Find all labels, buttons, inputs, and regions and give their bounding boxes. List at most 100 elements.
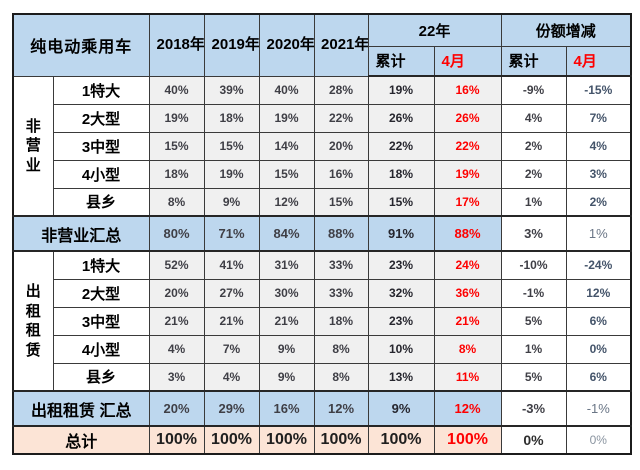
row-label: 1特大 [52,250,150,280]
ev-share-table: 纯电动乘用车 2018年 2019年 2020年 2021年 22年 份额增减 … [12,13,633,455]
col-header-22yr-april: 4月 [433,45,502,77]
table-row: 出租租赁 1特大 52% 41% 31% 33% 23% 24% -10% -24% [12,250,632,392]
value-cell: 14% [258,131,315,161]
value-cell: 80% [148,215,205,252]
value-cell: 100% [313,425,369,455]
row-group-label: 非营业 [12,75,54,217]
value-cell: 100% [148,425,205,455]
value-cell: 88% [313,215,369,252]
value-cell: 8% [433,334,502,364]
value-cell: 26% [367,103,435,133]
year-label: 2021年 [321,35,369,53]
col-header-2021: 2021年 [313,13,369,77]
value-cell: 16% [258,390,315,427]
value-cell: 18% [367,159,435,189]
value-cell: 36% [433,278,502,308]
table-row: 非营业 1特大 40% 39% 40% 28% 19% 16% -9% -15% [12,75,632,217]
value-cell: 19% [203,159,260,189]
value-cell: -9% [500,75,567,105]
table-row: 3中型 21% 21% 21% 18% 23% 21% 5% 6% [13,306,632,336]
value-cell: 12% [313,390,369,427]
value-cell: 4% [565,131,632,161]
value-cell: -15% [565,75,632,105]
row-label: 4小型 [52,334,150,364]
value-cell: 6% [565,362,632,392]
value-cell: 2% [500,131,567,161]
table-title: 纯电动乘用车 [12,13,150,77]
row-label: 3中型 [52,306,150,336]
value-cell: 1% [500,187,567,217]
value-cell: 15% [367,187,435,217]
value-cell: 71% [203,215,260,252]
table-row: 4小型 4% 7% 9% 8% 10% 8% 1% 0% [13,334,632,364]
value-cell: -1% [500,278,567,308]
value-cell: 5% [500,362,567,392]
table-body: 非营业 1特大 40% 39% 40% 28% 19% 16% -9% -15% 2大型 19% 18%… [12,75,632,455]
table-row: 4小型 18% 19% 15% 16% 18% 19% 2% 3% [13,159,632,189]
value-cell: 12% [565,278,632,308]
year-label: 2020年 [266,35,315,53]
value-cell: 19% [258,103,315,133]
value-cell: 40% [258,75,315,105]
value-cell: 20% [313,131,369,161]
col-header-share-change: 份额增减 [500,13,632,47]
subtotal-label: 非营业汇总 [12,215,150,252]
value-cell: 5% [500,306,567,336]
subtotal-row: 非营业汇总 80% 71% 84% 88% 91% 88% 3% 1% [12,215,632,252]
row-label: 县乡 [52,187,150,217]
value-cell: 2% [565,187,632,217]
col-header-22yr: 22年 [367,13,502,47]
value-cell: 22% [313,103,369,133]
col-header-2018: 2018年 [148,13,205,77]
value-cell: 7% [565,103,632,133]
value-cell: 33% [313,278,369,308]
value-cell: 6% [565,306,632,336]
table-row: 3中型 15% 15% 14% 20% 22% 22% 2% 4% [13,131,632,161]
col-header-share-april: 4月 [565,45,632,77]
col-header-22yr-cumulative: 累计 [367,45,435,77]
value-cell: 3% [500,215,567,252]
table-row: 2大型 20% 27% 30% 33% 32% 36% -1% 12% [13,278,632,308]
value-cell: 27% [203,278,260,308]
value-cell: 19% [148,103,205,133]
value-cell: 31% [258,250,315,280]
value-cell: 18% [203,103,260,133]
value-cell: 100% [203,425,260,455]
value-cell: 84% [258,215,315,252]
row-label: 县乡 [52,362,150,392]
value-cell: 21% [258,306,315,336]
value-cell: 26% [433,103,502,133]
page: 纯电动乘用车 2018年 2019年 2020年 2021年 22年 份额增减 … [12,13,633,455]
value-cell: 28% [313,75,369,105]
value-cell: 88% [433,215,502,252]
value-cell: -1% [565,390,632,427]
value-cell: 0% [565,425,632,455]
value-cell: 21% [433,306,502,336]
value-cell: -3% [500,390,567,427]
year-label: 2018年 [156,35,205,53]
value-cell: 15% [148,131,205,161]
value-cell: 16% [313,159,369,189]
value-cell: 19% [433,159,502,189]
row-label: 3中型 [52,131,150,161]
value-cell: 52% [148,250,205,280]
value-cell: 1% [500,334,567,364]
value-cell: 20% [148,278,205,308]
value-cell: 22% [367,131,435,161]
grand-total-row: 总计 100% 100% 100% 100% 100% 100% 0% 0% [12,425,632,455]
value-cell: 13% [367,362,435,392]
value-cell: 39% [203,75,260,105]
value-cell: 9% [258,334,315,364]
value-cell: 100% [367,425,435,455]
value-cell: 91% [367,215,435,252]
row-group-label: 出租租赁 [12,250,54,392]
subtotal-label: 出租租赁 汇总 [12,390,150,427]
header-row-groups: 纯电动乘用车 2018年 2019年 2020年 2021年 22年 份额增减 [12,13,632,77]
value-cell: 19% [367,75,435,105]
value-cell: 18% [313,306,369,336]
value-cell: 21% [148,306,205,336]
value-cell: 21% [203,306,260,336]
value-cell: 15% [258,159,315,189]
value-cell: 11% [433,362,502,392]
value-cell: 0% [500,425,567,455]
